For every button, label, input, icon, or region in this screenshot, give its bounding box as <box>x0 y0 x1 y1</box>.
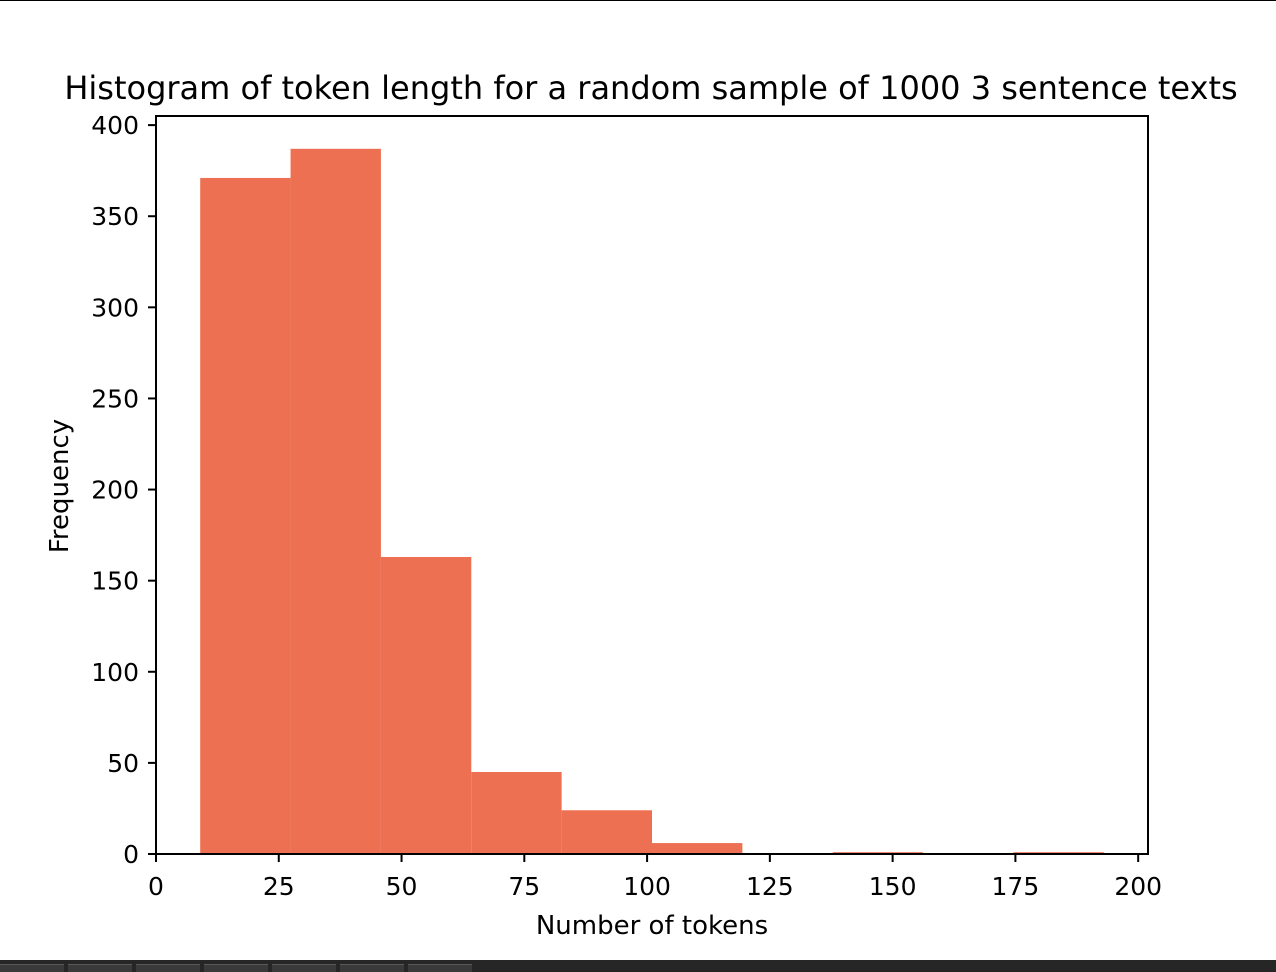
x-axis-label: Number of tokens <box>536 911 768 941</box>
y-axis-label: Frequency <box>45 419 75 553</box>
y-tick-label: 300 <box>91 293 139 322</box>
x-axis-ticks: 0 25 50 75 100 125 150 175 200 <box>148 854 1162 901</box>
x-tick-label: 0 <box>148 872 164 901</box>
x-tick-label: 200 <box>1114 872 1162 901</box>
x-tick-label: 50 <box>386 872 418 901</box>
chart-title: Histogram of token length for a random s… <box>64 69 1237 107</box>
histogram-bar <box>200 177 291 854</box>
taskbar-tab[interactable] <box>136 964 200 972</box>
y-tick-label: 100 <box>91 658 139 687</box>
y-axis-ticks: 0 50 100 150 200 250 300 350 400 <box>91 111 156 869</box>
taskbar-tab[interactable] <box>408 964 472 972</box>
x-tick-label: 150 <box>869 872 917 901</box>
histogram-bar <box>380 556 472 854</box>
x-tick-label: 75 <box>508 872 540 901</box>
histogram-bar <box>561 810 652 854</box>
taskbar-tab[interactable] <box>340 964 404 972</box>
taskbar-tab[interactable] <box>204 964 268 972</box>
x-tick-label: 100 <box>623 872 671 901</box>
y-tick-label: 0 <box>123 840 139 869</box>
y-tick-label: 250 <box>91 384 139 413</box>
taskbar-tab[interactable] <box>272 964 336 972</box>
y-tick-label: 150 <box>91 567 139 596</box>
y-tick-label: 400 <box>91 111 139 140</box>
histogram-bar <box>471 772 562 854</box>
taskbar <box>0 960 1276 972</box>
window-top-border <box>0 0 1276 1</box>
histogram-bar <box>652 843 743 854</box>
taskbar-tab[interactable] <box>68 964 132 972</box>
y-tick-label: 200 <box>91 476 139 505</box>
x-tick-label: 125 <box>746 872 794 901</box>
taskbar-tab[interactable] <box>0 964 64 972</box>
x-tick-label: 175 <box>992 872 1040 901</box>
y-tick-label: 50 <box>107 749 139 778</box>
x-tick-label: 25 <box>263 872 295 901</box>
plot-frame <box>155 115 1149 855</box>
histogram-bar <box>290 148 381 855</box>
histogram-bars <box>200 148 1104 855</box>
y-tick-label: 350 <box>91 202 139 231</box>
